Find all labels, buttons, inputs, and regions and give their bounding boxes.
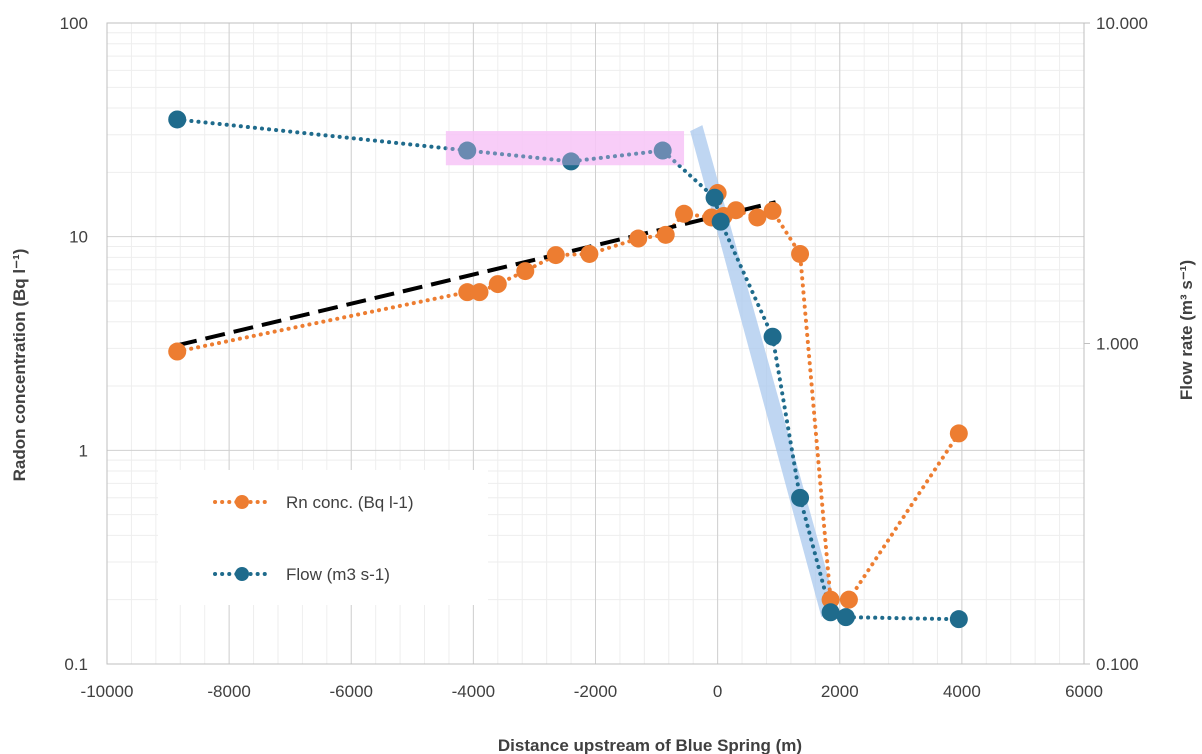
rn-point — [580, 244, 599, 263]
x-tick-label: -4000 — [452, 682, 495, 701]
left-tick-label: 0.1 — [64, 655, 88, 674]
legend-label-rn: Rn conc. (Bq l-1) — [286, 493, 414, 512]
rn-point — [726, 201, 745, 220]
flow-point — [562, 152, 581, 171]
rn-point — [488, 275, 507, 294]
rn-trendline — [176, 200, 777, 348]
rn-point — [656, 225, 675, 244]
x-tick-label: -2000 — [574, 682, 617, 701]
left-tick-label: 10 — [69, 228, 88, 247]
rn-point — [748, 208, 767, 227]
legend-marker-rn — [235, 495, 249, 509]
trendline — [176, 200, 777, 348]
rn-point — [821, 590, 840, 609]
left-tick-label: 1 — [79, 441, 88, 460]
x-tick-label: 4000 — [943, 682, 981, 701]
x-axis-title: Distance upstream of Blue Spring (m) — [498, 736, 802, 754]
tick-labels: -10000 -8000 -6000 -4000 -2000 0 2000 4000 6000 0… — [60, 14, 1148, 701]
right-axis-title: Flow rate (m³ s⁻¹) — [1177, 260, 1196, 400]
flow-point — [705, 188, 724, 207]
rn-point — [629, 229, 648, 248]
rn-point — [470, 283, 489, 302]
rn-point — [949, 424, 968, 443]
legend-marker-flow — [235, 567, 249, 581]
x-tick-label: -8000 — [207, 682, 250, 701]
flow-point — [949, 610, 968, 629]
legend-background — [158, 470, 488, 605]
x-tick-label: -10000 — [81, 682, 134, 701]
right-tick-label: 10.000 — [1096, 14, 1148, 33]
rn-point — [168, 342, 187, 361]
x-tick-label: 2000 — [821, 682, 859, 701]
right-tick-label: 0.100 — [1096, 655, 1139, 674]
flow-plateau-band-overlay — [445, 131, 685, 166]
flow-point — [711, 212, 730, 231]
x-tick-label: 6000 — [1065, 682, 1103, 701]
flow-point — [653, 141, 672, 160]
x-tick-label: -6000 — [330, 682, 373, 701]
flow-point — [791, 488, 810, 507]
legend: Rn conc. (Bq l-1) Flow (m3 s-1) — [158, 470, 488, 605]
flow-point — [821, 603, 840, 622]
left-axis-title: Radon concentration (Bq l⁻¹) — [10, 249, 29, 482]
rn-point — [675, 204, 694, 223]
grid-major — [106, 22, 1090, 665]
rn-point — [839, 590, 858, 609]
flow-point — [458, 141, 477, 160]
x-tick-label: 0 — [713, 682, 722, 701]
flow-point — [763, 327, 782, 346]
rn-point — [763, 201, 782, 220]
left-tick-label: 100 — [60, 14, 88, 33]
rn-point — [546, 246, 565, 265]
right-tick-label: 1.000 — [1096, 335, 1139, 354]
plot-frame — [106, 22, 1085, 665]
rn-point — [791, 244, 810, 263]
flow-point — [168, 110, 187, 129]
series-markers — [168, 110, 968, 629]
flow-point — [836, 608, 855, 627]
legend-label-flow: Flow (m3 s-1) — [286, 565, 390, 584]
rn-point — [516, 262, 535, 281]
